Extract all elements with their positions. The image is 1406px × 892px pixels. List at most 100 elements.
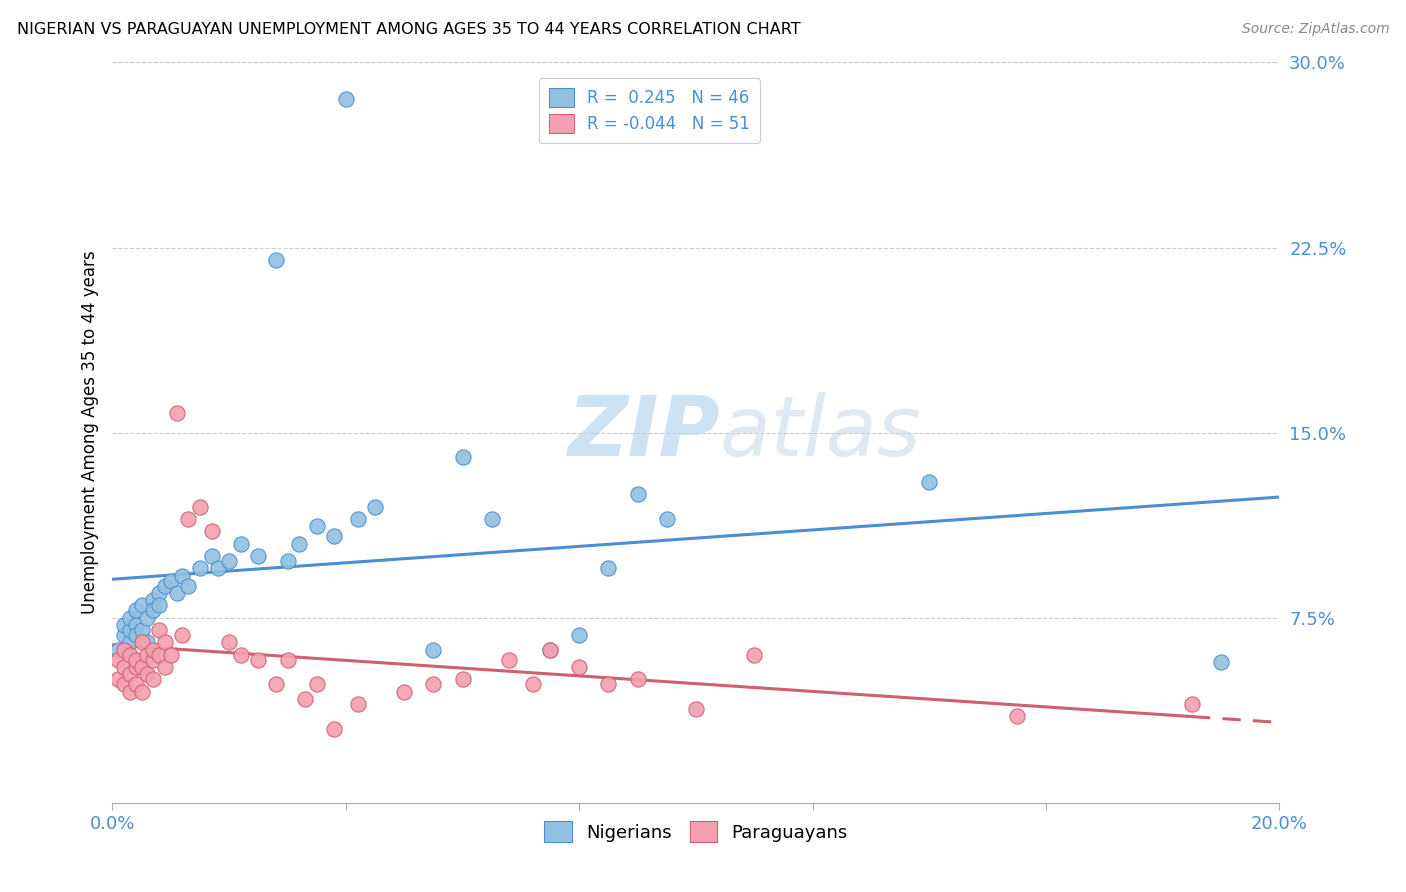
Point (142, 642, 165, 657)
Point (125, 618, 148, 632)
Point (142, 593, 165, 607)
Point (264, 252, 287, 267)
Point (364, 500, 387, 514)
Point (229, 648, 252, 662)
Point (451, 673, 474, 687)
Point (172, 628, 194, 642)
Point (136, 667, 159, 681)
Point (188, 561, 211, 575)
Point (153, 660, 176, 674)
Point (125, 603, 148, 617)
Point (207, 561, 229, 575)
Point (136, 610, 159, 624)
Text: atlas: atlas (720, 392, 921, 473)
Point (142, 603, 165, 617)
Point (148, 623, 170, 637)
Point (247, 549, 270, 563)
Point (112, 618, 135, 632)
Point (160, 648, 183, 662)
Point (166, 406, 188, 420)
Point (201, 524, 224, 539)
Point (118, 610, 141, 624)
Point (498, 653, 520, 667)
Point (107, 653, 129, 667)
Point (598, 561, 620, 575)
Point (568, 660, 591, 674)
Point (627, 487, 650, 501)
Point (346, 697, 368, 711)
Point (125, 660, 148, 674)
Point (131, 685, 153, 699)
Point (136, 635, 159, 649)
Point (335, 92, 357, 106)
Point (172, 568, 194, 582)
Point (422, 642, 444, 657)
Point (142, 653, 165, 667)
Point (323, 722, 346, 736)
Point (118, 685, 141, 699)
Point (346, 512, 368, 526)
Point (125, 653, 148, 667)
Point (229, 536, 252, 550)
Point (323, 529, 346, 543)
Point (125, 628, 148, 642)
Point (148, 586, 170, 600)
Point (276, 653, 298, 667)
Point (522, 677, 544, 691)
Point (118, 667, 141, 681)
Point (148, 599, 170, 613)
Point (160, 574, 183, 588)
Point (305, 519, 328, 533)
Point (112, 677, 135, 691)
Text: NIGERIAN VS PARAGUAYAN UNEMPLOYMENT AMONG AGES 35 TO 44 YEARS CORRELATION CHART: NIGERIAN VS PARAGUAYAN UNEMPLOYMENT AMON… (17, 22, 800, 37)
Point (1005, 709, 1028, 723)
Point (201, 549, 224, 563)
Point (264, 677, 287, 691)
Point (538, 642, 561, 657)
Point (918, 475, 941, 489)
Point (142, 673, 165, 687)
Point (118, 623, 141, 637)
Point (1209, 655, 1232, 669)
Point (131, 599, 153, 613)
Point (655, 512, 678, 526)
Point (451, 450, 474, 465)
Point (131, 660, 153, 674)
Point (742, 648, 765, 662)
Point (568, 628, 591, 642)
Point (627, 673, 650, 687)
Point (112, 660, 135, 674)
Point (538, 642, 561, 657)
Point (107, 673, 129, 687)
Point (125, 677, 148, 691)
Point (481, 512, 503, 526)
Point (685, 702, 707, 716)
Point (107, 642, 129, 657)
Point (188, 500, 211, 514)
Point (112, 642, 135, 657)
Point (598, 677, 620, 691)
Legend: Nigerians, Paraguayans: Nigerians, Paraguayans (537, 814, 855, 849)
Point (118, 635, 141, 649)
Point (1181, 697, 1204, 711)
Point (305, 677, 328, 691)
Point (288, 536, 311, 550)
Point (148, 648, 170, 662)
Point (112, 628, 135, 642)
Point (136, 648, 159, 662)
Point (422, 677, 444, 691)
Point (153, 635, 176, 649)
Point (131, 635, 153, 649)
Point (177, 579, 200, 593)
Point (218, 635, 240, 649)
Y-axis label: Unemployment Among Ages 35 to 44 years: Unemployment Among Ages 35 to 44 years (80, 251, 98, 615)
Point (247, 653, 270, 667)
Text: Source: ZipAtlas.com: Source: ZipAtlas.com (1241, 22, 1389, 37)
Point (294, 692, 316, 706)
Point (218, 554, 240, 568)
Point (118, 648, 141, 662)
Point (153, 579, 176, 593)
Point (177, 512, 200, 526)
Point (166, 586, 188, 600)
Point (131, 623, 153, 637)
